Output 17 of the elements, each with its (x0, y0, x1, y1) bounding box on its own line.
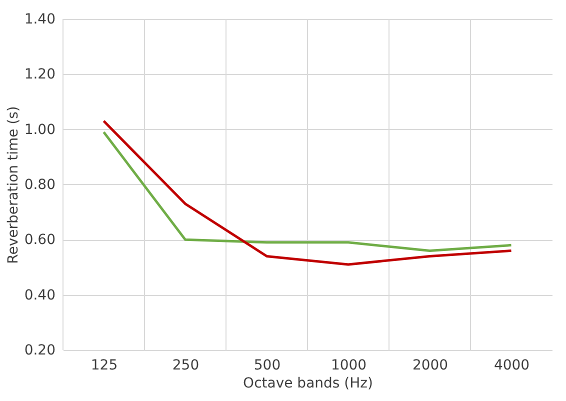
y-tick-label: 0.80 (24, 177, 56, 193)
y-tick-label: 0.60 (24, 232, 56, 248)
y-tick-label: 1.00 (24, 122, 56, 138)
x-tick-label: 125 (90, 358, 118, 374)
y-tick-label: 0.20 (24, 342, 56, 358)
line-series (102, 130, 512, 252)
x-tick-label: 4000 (494, 358, 530, 374)
y-tick-label: 0.40 (24, 287, 56, 304)
y-tick-label: 1.20 (24, 66, 56, 83)
x-tick-label: 1000 (330, 358, 367, 374)
x-tick-label: 2000 (412, 358, 448, 374)
y-tick-label: 1.40 (24, 12, 56, 28)
y-axis-title: Reverberation time (s) (5, 106, 22, 264)
x-tick-label: 500 (254, 358, 281, 374)
x-axis-title: Octave bands (Hz) (243, 376, 373, 392)
x-tick-label: 250 (172, 358, 200, 374)
line-series (102, 120, 512, 266)
